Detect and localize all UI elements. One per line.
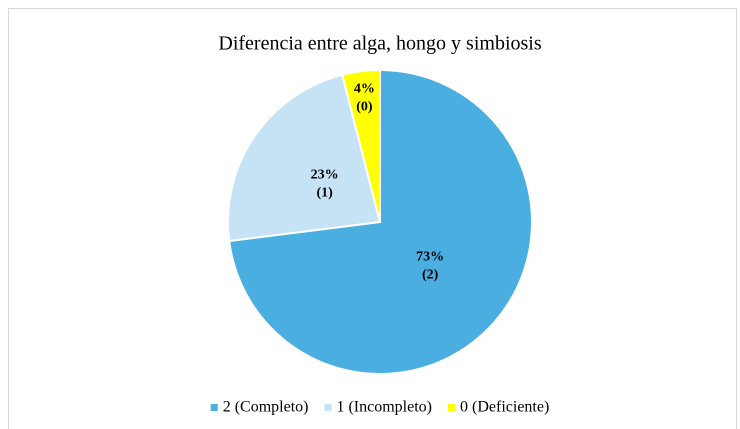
data-label-code: (2) <box>422 267 439 282</box>
legend-label: 1 (Incompleto) <box>336 399 432 416</box>
data-label: 73% <box>416 249 444 264</box>
legend: 2 (Completo) 1 (Incompleto) 0 (Deficiente) <box>210 399 549 416</box>
pie-slice <box>227 73 382 243</box>
legend-swatch <box>324 404 332 411</box>
data-label-code: (0) <box>356 100 373 115</box>
legend-swatch <box>448 404 456 411</box>
data-label-code: (1) <box>317 186 334 201</box>
data-label: 4% <box>354 82 375 97</box>
legend-swatch <box>210 404 218 411</box>
legend-label: 2 (Completo) <box>223 399 309 416</box>
data-label: 23% <box>311 168 339 183</box>
legend-label: 0 (Deficiente) <box>460 399 549 416</box>
pie-slice <box>340 68 381 223</box>
chart-title: Diferencia entre alga, hongo y simbiosis <box>218 33 541 55</box>
